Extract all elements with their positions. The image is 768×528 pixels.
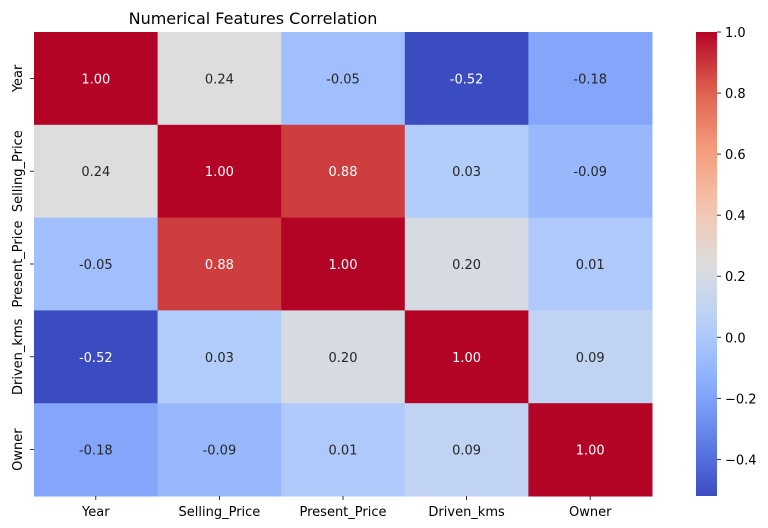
heatmap-cell bbox=[528, 217, 653, 311]
y-tick-label: Driven_kms bbox=[11, 318, 26, 395]
cell-value-label: 1.00 bbox=[576, 444, 605, 459]
cell-value-label: -0.05 bbox=[326, 72, 360, 87]
colorbar-tick-label: −0.2 bbox=[725, 392, 757, 407]
colorbar-gradient bbox=[696, 32, 717, 496]
cell-value-label: -0.52 bbox=[79, 351, 113, 366]
heatmap-cell bbox=[157, 217, 282, 311]
x-tick-label: Selling_Price bbox=[179, 505, 261, 520]
x-axis: Year Selling_Price Present_Price Driven_kms… bbox=[81, 496, 612, 520]
heatmap-cell bbox=[157, 124, 282, 219]
heatmap-cell bbox=[528, 310, 653, 404]
y-tick-label: Owner bbox=[11, 428, 26, 471]
x-tick-label: Year bbox=[81, 505, 110, 520]
cell-value-label: -0.09 bbox=[203, 444, 237, 459]
cell-value-label: 0.01 bbox=[576, 258, 605, 273]
cell-value-label: -0.18 bbox=[79, 444, 113, 459]
heatmap-cell bbox=[404, 403, 529, 497]
colorbar-tick-label: 0.4 bbox=[725, 209, 746, 224]
colorbar-tick-label: 0.8 bbox=[725, 87, 746, 102]
y-tick-label: Present_Price bbox=[11, 221, 26, 308]
heatmap-cell bbox=[281, 310, 406, 404]
heatmap-cell bbox=[281, 124, 406, 219]
heatmap-cell bbox=[404, 217, 529, 311]
cell-value-label: -0.52 bbox=[450, 72, 484, 87]
y-axis: Year Selling_Price Present_Price Driven_kms… bbox=[11, 64, 34, 471]
cell-value-label: 0.09 bbox=[452, 444, 481, 459]
heatmap-cell bbox=[34, 124, 159, 219]
heatmap-cell bbox=[34, 310, 159, 404]
cell-value-label: 0.20 bbox=[452, 258, 481, 273]
heatmap-cell bbox=[157, 310, 282, 404]
colorbar-tick-label: 0.0 bbox=[725, 331, 746, 346]
heatmap-cell bbox=[528, 403, 653, 497]
y-tick-label: Selling_Price bbox=[11, 130, 26, 212]
colorbar-tick-label: 0.6 bbox=[725, 148, 746, 163]
cell-value-label: 0.03 bbox=[205, 351, 234, 366]
heatmap-cell bbox=[528, 32, 653, 126]
cell-value-label: 1.00 bbox=[452, 351, 481, 366]
y-tick-label: Year bbox=[11, 64, 26, 93]
cell-value-label: -0.18 bbox=[573, 72, 607, 87]
cell-value-label: 0.88 bbox=[205, 258, 234, 273]
heatmap-cell bbox=[404, 32, 529, 126]
cell-value-label: 1.00 bbox=[205, 165, 234, 180]
heatmap-cell bbox=[34, 32, 159, 126]
colorbar: 1.0 0.8 0.6 0.4 0.2 0.0 −0.2 −0.4 bbox=[696, 26, 757, 496]
x-tick-label: Driven_kms bbox=[428, 505, 505, 520]
colorbar-tick-label: 0.2 bbox=[725, 270, 746, 285]
heatmap-cells: 1.00 0.24 -0.05 -0.52 -0.18 0.24 1.00 0.88 0.03 -… bbox=[34, 32, 653, 497]
cell-value-label: -0.05 bbox=[79, 258, 113, 273]
cell-value-label: 0.01 bbox=[329, 444, 358, 459]
cell-value-label: 0.24 bbox=[205, 72, 234, 87]
cell-value-label: 0.20 bbox=[329, 351, 358, 366]
cell-value-label: 0.24 bbox=[81, 165, 110, 180]
colorbar-tick-label: 1.0 bbox=[725, 26, 746, 41]
cell-value-label: 1.00 bbox=[81, 72, 110, 87]
cell-value-label: 0.09 bbox=[576, 351, 605, 366]
heatmap-cell bbox=[34, 403, 159, 497]
heatmap-cell bbox=[281, 403, 406, 497]
heatmap-cell bbox=[404, 124, 529, 219]
heatmap-cell bbox=[404, 310, 529, 404]
cell-value-label: -0.09 bbox=[573, 165, 607, 180]
heatmap-cell bbox=[157, 32, 282, 126]
chart-title: Numerical Features Correlation bbox=[129, 9, 378, 28]
heatmap-cell bbox=[281, 32, 406, 126]
x-tick-label: Present_Price bbox=[300, 505, 387, 520]
heatmap-cell bbox=[281, 217, 406, 311]
cell-value-label: 1.00 bbox=[329, 258, 358, 273]
heatmap-cell bbox=[34, 217, 159, 311]
heatmap-cell bbox=[157, 403, 282, 497]
x-tick-label: Owner bbox=[569, 505, 612, 520]
colorbar-tick-label: −0.4 bbox=[725, 453, 757, 468]
heatmap-cell bbox=[528, 124, 653, 219]
cell-value-label: 0.88 bbox=[329, 165, 358, 180]
cell-value-label: 0.03 bbox=[452, 165, 481, 180]
